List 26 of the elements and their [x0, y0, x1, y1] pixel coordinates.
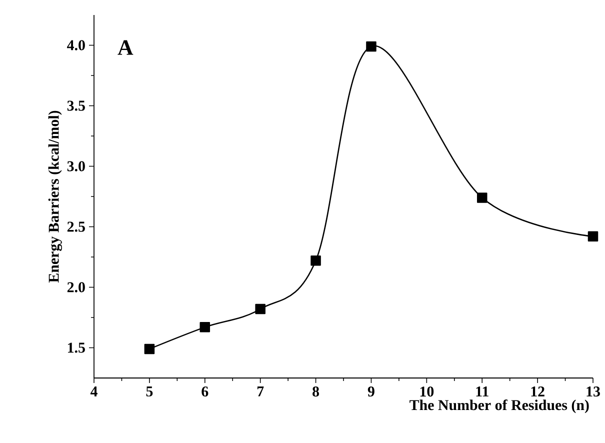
y-tick-label: 2.0 — [67, 282, 85, 292]
y-tick-label: 1.5 — [68, 342, 85, 353]
y-tick-label: 3.0 — [67, 161, 85, 172]
point — [255, 304, 266, 314]
x-tick-label: 9 — [368, 386, 374, 397]
x-tick-label: 13 — [586, 386, 600, 397]
x-tick-label: 11 — [476, 386, 488, 396]
y-tick-label: 3.5 — [67, 100, 85, 111]
y-tick-label: 2.5 — [67, 222, 85, 232]
x-tick-label: 10 — [420, 386, 434, 397]
y-tick-label: 4.0 — [67, 40, 85, 50]
y-axis-title: Energy Barriers (kcal/mol) — [48, 110, 62, 283]
x-tick-label: 8 — [312, 386, 320, 397]
point — [476, 192, 488, 203]
x-tick-label: 6 — [202, 386, 208, 397]
point — [310, 255, 321, 266]
point — [588, 231, 598, 242]
x-tick-label: 5 — [146, 386, 153, 396]
point — [144, 344, 155, 354]
x-tick-label: 4 — [90, 386, 98, 396]
point — [200, 322, 210, 332]
x-axis-title: The Number of Residues (n) — [410, 399, 589, 414]
point — [366, 41, 376, 52]
annotation: A — [118, 40, 134, 55]
x-tick-label: 12 — [531, 386, 544, 396]
x-tick-label: 7 — [257, 386, 264, 396]
